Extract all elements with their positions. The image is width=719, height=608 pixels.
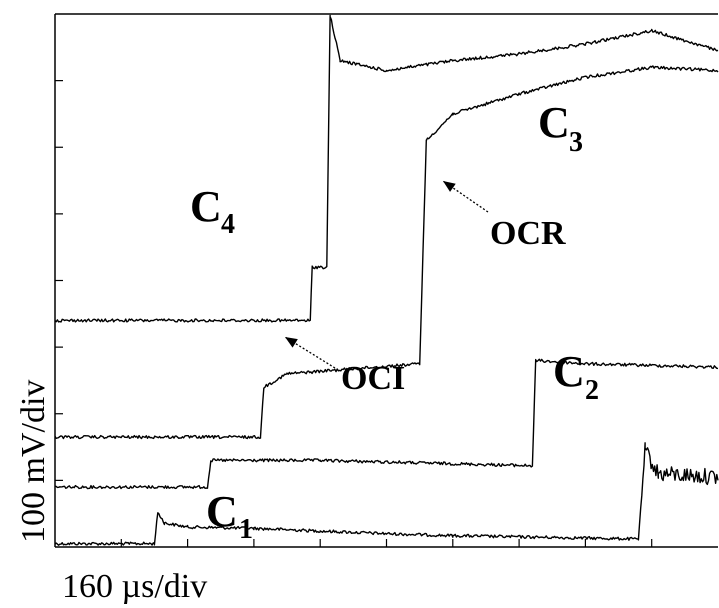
trace-c3 — [54, 65, 719, 440]
label-c1-sub: 1 — [239, 514, 253, 545]
ocr-arrow-head — [443, 181, 456, 192]
oci-arrow-head — [285, 337, 298, 348]
trace-c2 — [54, 358, 719, 490]
label-c3-sub: 3 — [569, 127, 583, 158]
annotation-oci: OCI — [341, 360, 405, 397]
label-c4: C — [190, 182, 222, 231]
label-c2: C — [553, 347, 585, 396]
plot-frame — [54, 13, 718, 548]
y-axis-label: 100 mV/div — [15, 380, 52, 543]
label-c3: C — [538, 98, 570, 147]
label-c4-sub: 4 — [221, 209, 235, 240]
annotation-arrows — [284, 180, 489, 369]
traces — [54, 14, 719, 546]
label-c1: C — [206, 487, 238, 536]
label-c2-sub: 2 — [585, 375, 599, 406]
trace-c1 — [54, 442, 719, 546]
trace-c4 — [54, 14, 719, 323]
annotation-ocr: OCR — [490, 215, 566, 252]
x-axis-label: 160 µs/div — [62, 568, 207, 605]
